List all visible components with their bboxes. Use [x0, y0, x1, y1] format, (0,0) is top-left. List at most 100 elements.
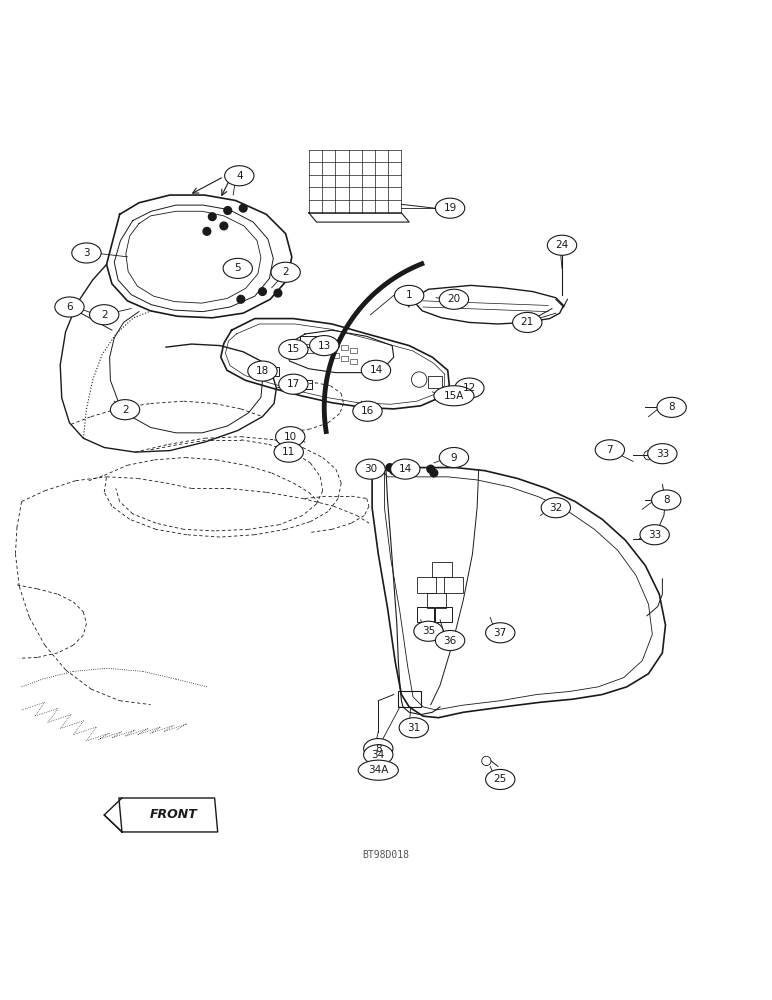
- Circle shape: [259, 288, 266, 295]
- Text: BT98D018: BT98D018: [363, 850, 409, 860]
- Ellipse shape: [455, 378, 484, 398]
- Ellipse shape: [223, 258, 252, 278]
- Text: 35: 35: [422, 626, 435, 636]
- Ellipse shape: [435, 630, 465, 651]
- Bar: [444, 577, 463, 593]
- Circle shape: [274, 289, 282, 297]
- Ellipse shape: [361, 360, 391, 380]
- Ellipse shape: [274, 442, 303, 462]
- Text: 3: 3: [83, 248, 90, 258]
- Text: 8: 8: [663, 495, 669, 505]
- Circle shape: [427, 465, 435, 473]
- Bar: [417, 577, 436, 593]
- Circle shape: [220, 222, 228, 230]
- Ellipse shape: [657, 397, 686, 417]
- Ellipse shape: [439, 448, 469, 468]
- Bar: [300, 336, 317, 347]
- Bar: [303, 344, 315, 353]
- Text: 5: 5: [235, 263, 241, 273]
- Ellipse shape: [90, 305, 119, 325]
- Bar: [432, 562, 452, 577]
- Text: 13: 13: [317, 341, 331, 351]
- Bar: [332, 342, 339, 347]
- Circle shape: [386, 464, 394, 471]
- Text: 31: 31: [407, 723, 421, 733]
- Ellipse shape: [513, 312, 542, 332]
- Text: 14: 14: [369, 365, 383, 375]
- Ellipse shape: [55, 297, 84, 317]
- Bar: [427, 593, 446, 608]
- Text: 10: 10: [283, 432, 297, 442]
- Text: 11: 11: [282, 447, 296, 457]
- Text: 33: 33: [655, 449, 669, 459]
- Text: 7: 7: [607, 445, 613, 455]
- Bar: [341, 356, 348, 361]
- Text: 37: 37: [493, 628, 507, 638]
- Ellipse shape: [648, 444, 677, 464]
- Text: 4: 4: [236, 171, 242, 181]
- Text: 33: 33: [648, 530, 662, 540]
- Ellipse shape: [414, 621, 443, 641]
- Text: 34: 34: [371, 750, 385, 760]
- Circle shape: [208, 213, 216, 221]
- Ellipse shape: [356, 459, 385, 479]
- Ellipse shape: [640, 525, 669, 545]
- Text: 19: 19: [443, 203, 457, 213]
- Ellipse shape: [595, 440, 625, 460]
- Ellipse shape: [652, 490, 681, 510]
- Circle shape: [237, 295, 245, 303]
- Ellipse shape: [486, 769, 515, 790]
- Text: 2: 2: [122, 405, 128, 415]
- Circle shape: [224, 207, 232, 214]
- Ellipse shape: [364, 739, 393, 759]
- Bar: [350, 348, 357, 353]
- Bar: [350, 359, 357, 364]
- Ellipse shape: [391, 459, 420, 479]
- Ellipse shape: [353, 401, 382, 421]
- Text: 2: 2: [101, 310, 107, 320]
- Ellipse shape: [399, 718, 428, 738]
- Text: 21: 21: [520, 317, 534, 327]
- Ellipse shape: [248, 361, 277, 381]
- Ellipse shape: [72, 243, 101, 263]
- Text: 32: 32: [549, 503, 563, 513]
- Text: FRONT: FRONT: [150, 808, 198, 821]
- Bar: [428, 376, 442, 388]
- Text: 6: 6: [66, 302, 73, 312]
- Ellipse shape: [434, 386, 474, 406]
- Text: 8: 8: [669, 402, 675, 412]
- Text: 14: 14: [398, 464, 412, 474]
- Ellipse shape: [541, 498, 571, 518]
- Text: 9: 9: [451, 453, 457, 463]
- Bar: [417, 607, 434, 622]
- Circle shape: [203, 227, 211, 235]
- Text: 18: 18: [256, 366, 269, 376]
- Text: 25: 25: [493, 774, 507, 784]
- Text: 15: 15: [286, 344, 300, 354]
- Text: 2: 2: [283, 267, 289, 277]
- Circle shape: [390, 467, 398, 475]
- Circle shape: [374, 465, 382, 473]
- Circle shape: [430, 469, 438, 477]
- Ellipse shape: [271, 262, 300, 282]
- Text: 16: 16: [361, 406, 374, 416]
- Bar: [332, 353, 339, 358]
- Text: 24: 24: [555, 240, 569, 250]
- Text: 36: 36: [443, 636, 457, 646]
- Circle shape: [239, 204, 247, 212]
- Ellipse shape: [279, 374, 308, 394]
- Ellipse shape: [279, 339, 308, 359]
- Text: 12: 12: [462, 383, 476, 393]
- Bar: [298, 380, 312, 389]
- Ellipse shape: [310, 336, 339, 356]
- Ellipse shape: [486, 623, 515, 643]
- Ellipse shape: [358, 760, 398, 780]
- Ellipse shape: [435, 198, 465, 218]
- Text: 1: 1: [406, 290, 412, 300]
- Bar: [341, 345, 348, 350]
- Ellipse shape: [110, 400, 140, 420]
- Bar: [398, 691, 421, 707]
- Bar: [266, 367, 279, 376]
- Ellipse shape: [394, 285, 424, 305]
- Ellipse shape: [225, 166, 254, 186]
